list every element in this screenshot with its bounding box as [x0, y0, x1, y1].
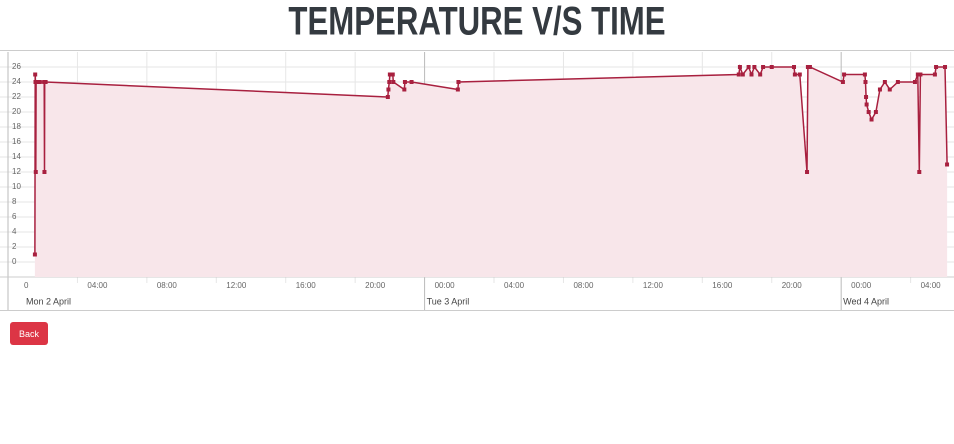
point — [402, 87, 407, 92]
chart-title: TEMPERATURE V/S TIME — [288, 0, 665, 43]
chart: TEMPERATURE V/S TIME 0246810121416182022… — [0, 0, 954, 311]
x-tick-label: 12:00 — [226, 281, 247, 290]
point — [866, 110, 871, 114]
point — [455, 87, 460, 92]
point — [807, 65, 812, 69]
point — [934, 65, 939, 69]
point — [386, 87, 391, 92]
point — [864, 95, 869, 99]
point — [385, 95, 390, 99]
y-tick-label: 4 — [12, 227, 17, 236]
y-tick-label: 0 — [12, 257, 17, 266]
point — [737, 65, 742, 69]
point — [912, 80, 917, 84]
point — [869, 117, 874, 122]
point — [409, 80, 414, 84]
point — [402, 80, 407, 84]
x-tick-label: 00:00 — [435, 281, 456, 290]
point — [918, 72, 923, 77]
x-tick-label: 04:00 — [87, 281, 108, 290]
y-tick-label: 18 — [12, 122, 21, 131]
point — [792, 72, 797, 77]
x-tick-label: 16:00 — [296, 281, 317, 290]
point — [945, 162, 950, 167]
point — [42, 170, 47, 174]
y-tick-label: 12 — [12, 167, 21, 176]
y-tick-label: 22 — [12, 92, 21, 101]
point — [33, 72, 38, 77]
point — [895, 80, 900, 84]
x-tick-label: 20:00 — [365, 281, 386, 290]
point — [863, 80, 868, 84]
y-tick-label: 24 — [12, 77, 21, 86]
point — [792, 65, 797, 69]
x-tick-label: 0 — [24, 281, 29, 290]
point — [387, 72, 392, 77]
point — [862, 72, 867, 77]
day-label: Wed 4 April — [843, 296, 889, 306]
x-tick-label: 04:00 — [504, 281, 525, 290]
x-tick-label: 00:00 — [851, 281, 872, 290]
point — [387, 80, 392, 84]
point — [761, 65, 766, 69]
point — [456, 80, 461, 84]
x-tick-label: 08:00 — [573, 281, 594, 290]
y-tick-label: 6 — [12, 212, 17, 221]
point — [736, 72, 741, 77]
point — [34, 80, 39, 84]
point — [797, 72, 802, 77]
x-tick-label: 16:00 — [712, 281, 733, 290]
x-tick-label: 08:00 — [157, 281, 178, 290]
point — [805, 65, 810, 69]
point — [932, 72, 937, 77]
point — [915, 72, 920, 77]
point — [873, 110, 878, 114]
point — [390, 72, 395, 77]
y-tick-label: 10 — [12, 182, 21, 191]
back-button[interactable]: Back — [10, 322, 48, 345]
day-label: Mon 2 April — [26, 296, 71, 306]
point — [749, 72, 754, 77]
point — [943, 65, 948, 69]
point — [33, 170, 38, 174]
area — [34, 67, 948, 277]
point — [882, 80, 887, 84]
point — [877, 87, 882, 92]
point — [32, 252, 37, 257]
point — [842, 72, 847, 77]
point — [887, 87, 892, 92]
y-tick-label: 8 — [12, 197, 17, 206]
point — [752, 65, 757, 69]
y-tick-label: 26 — [12, 62, 21, 71]
point — [43, 80, 48, 84]
day-label: Tue 3 April — [427, 296, 470, 306]
point — [864, 102, 869, 107]
x-tick-label: 04:00 — [921, 281, 942, 290]
x-tick-label: 20:00 — [782, 281, 803, 290]
point — [740, 72, 745, 77]
point — [746, 65, 751, 69]
point — [391, 80, 396, 84]
x-tick-label: 12:00 — [643, 281, 664, 290]
y-tick-label: 14 — [12, 152, 21, 161]
point — [917, 170, 922, 174]
point — [840, 80, 845, 84]
point — [805, 170, 810, 174]
y-tick-label: 20 — [12, 107, 21, 116]
point — [769, 65, 774, 69]
y-tick-label: 2 — [12, 242, 17, 251]
point — [37, 80, 42, 84]
y-tick-label: 16 — [12, 137, 21, 146]
point — [758, 72, 763, 77]
